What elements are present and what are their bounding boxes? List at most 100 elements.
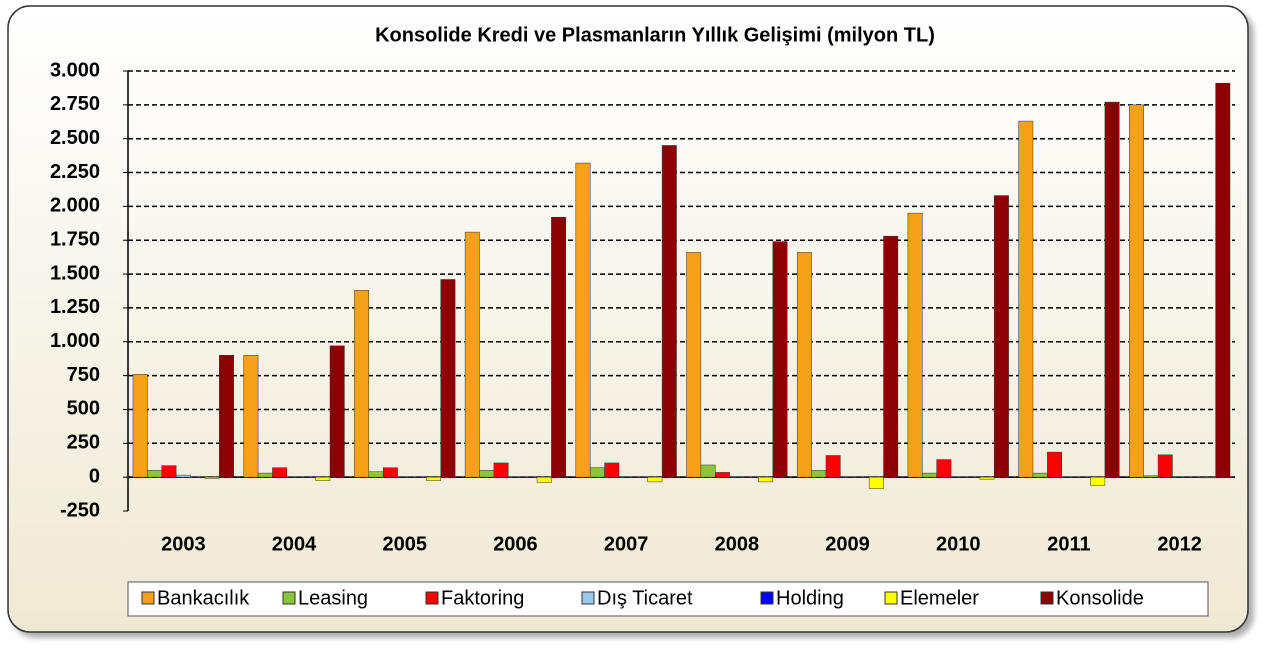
legend-swatch	[760, 591, 774, 605]
bar	[551, 216, 567, 478]
bar	[315, 476, 331, 481]
bar	[979, 476, 995, 480]
y-tick-label: 2.250	[50, 161, 100, 183]
y-tick-label: 2.750	[50, 93, 100, 115]
bar	[190, 476, 206, 478]
x-tick-label: 2010	[936, 533, 981, 555]
bar	[286, 476, 302, 478]
bar	[479, 470, 495, 478]
y-tick-label: 1.750	[50, 229, 100, 251]
y-tick-label: 250	[67, 432, 100, 454]
bar	[758, 476, 774, 483]
bar	[272, 467, 288, 478]
x-tick-label: 2005	[383, 533, 428, 555]
bar	[796, 252, 812, 478]
bar	[464, 231, 480, 478]
bar	[204, 476, 220, 479]
bar	[575, 162, 591, 478]
bar	[811, 470, 827, 478]
bar	[1061, 476, 1077, 478]
bar	[493, 462, 509, 478]
bar	[132, 374, 148, 478]
bar	[633, 476, 648, 478]
bar	[161, 465, 177, 478]
bar	[368, 471, 384, 478]
bar	[618, 476, 634, 478]
bar	[219, 355, 234, 478]
bar	[1090, 476, 1106, 486]
bar	[604, 462, 620, 478]
bar	[1075, 476, 1091, 478]
bar	[965, 476, 981, 478]
legend-label: Leasing	[298, 587, 368, 609]
x-tick-label: 2009	[825, 533, 870, 555]
bar	[868, 476, 884, 489]
x-tick-label: 2003	[161, 533, 206, 555]
x-tick-label: 2006	[493, 533, 538, 555]
bar	[854, 476, 870, 478]
bar	[1129, 104, 1144, 478]
bar	[993, 195, 1009, 478]
bar	[243, 355, 259, 478]
legend-label: Bankacılık	[157, 587, 250, 609]
bar	[300, 476, 316, 478]
legend-swatch	[581, 591, 595, 605]
legend-swatch	[141, 591, 155, 605]
bar	[950, 476, 966, 478]
bar	[922, 472, 937, 478]
bar	[426, 476, 441, 481]
bar	[354, 290, 370, 478]
x-tick-label: 2011	[1047, 533, 1090, 555]
x-tick-label: 2012	[1157, 533, 1202, 555]
bar	[1186, 476, 1202, 478]
bar	[589, 467, 605, 478]
y-tick-label: 1.250	[50, 296, 100, 318]
bar	[1172, 476, 1188, 478]
bar	[1200, 476, 1216, 479]
legend-swatch	[1040, 591, 1054, 605]
bar	[729, 476, 745, 478]
bar	[840, 476, 855, 478]
chart-title: Konsolide Kredi ve Plasmanların Yıllık G…	[375, 24, 935, 46]
legend-swatch	[282, 591, 296, 605]
bar	[536, 476, 552, 483]
bar	[397, 476, 413, 478]
bar	[175, 474, 191, 478]
legend-swatch	[884, 591, 898, 605]
bar	[743, 476, 759, 478]
bar	[661, 145, 677, 478]
bar	[147, 470, 163, 478]
bar	[686, 252, 702, 478]
bar	[715, 472, 730, 478]
bar	[382, 467, 398, 478]
legend-label: Konsolide	[1056, 587, 1144, 609]
y-tick-label: 500	[67, 398, 100, 420]
legend-label: Faktoring	[441, 587, 524, 609]
bar	[1018, 120, 1034, 478]
bar	[257, 472, 273, 478]
x-tick-label: 2004	[272, 533, 317, 555]
y-tick-label: -250	[60, 499, 100, 521]
bar	[522, 476, 538, 478]
legend	[127, 581, 1209, 617]
bar	[647, 476, 663, 483]
x-tick-label: 2007	[604, 533, 649, 555]
legend-label: Elemeler	[900, 587, 979, 609]
legend-swatch	[425, 591, 439, 605]
bar	[411, 476, 427, 478]
bar	[1157, 454, 1173, 478]
bar	[936, 459, 952, 478]
bar	[329, 345, 345, 478]
bar	[1047, 451, 1063, 478]
legend-label: Holding	[776, 587, 844, 609]
y-tick-label: 1.000	[50, 330, 100, 352]
bar	[1215, 82, 1231, 478]
bar	[883, 235, 899, 478]
bar	[1104, 101, 1120, 478]
y-tick-label: 750	[67, 364, 100, 386]
y-tick-label: 1.500	[50, 262, 100, 284]
bar	[440, 279, 456, 478]
y-tick-label: 2.500	[50, 127, 100, 149]
y-tick-label: 3.000	[50, 59, 100, 81]
